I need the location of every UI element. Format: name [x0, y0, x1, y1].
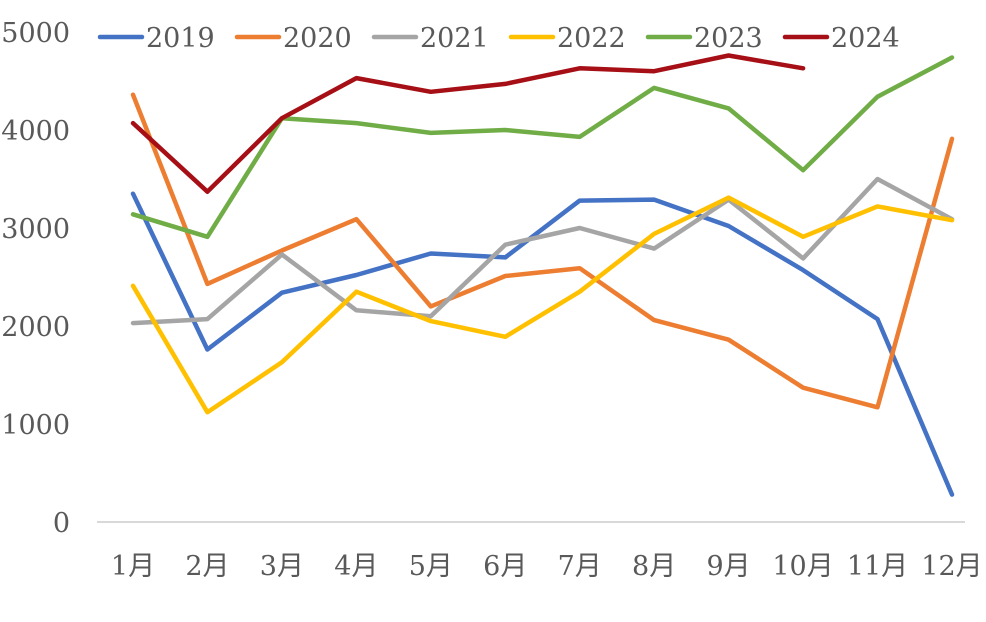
series-line-2022 — [130, 195, 955, 415]
y-tick-label: 4000 — [1, 116, 70, 147]
series-lines — [130, 53, 955, 497]
x-tick-label: 12月 — [921, 551, 982, 582]
legend-label-2022: 2022 — [557, 23, 626, 54]
legend-label-2020: 2020 — [283, 23, 352, 54]
y-tick-label: 3000 — [1, 214, 70, 245]
x-tick-label: 11月 — [847, 551, 908, 582]
series-line-2019 — [130, 191, 955, 497]
y-axis-tick-labels: 0 1000 2000 3000 4000 5000 — [1, 18, 70, 539]
legend-label-2021: 2021 — [420, 23, 489, 54]
x-tick-label: 7月 — [558, 551, 602, 582]
x-axis-tick-labels: 1月 2月 3月 4月 5月 6月 7月 8月 9月 10月 11月 12月 — [111, 551, 983, 582]
y-tick-label: 0 — [53, 508, 70, 539]
legend-label-2019: 2019 — [146, 23, 215, 54]
y-tick-label: 5000 — [1, 18, 70, 49]
series-line-2021 — [130, 176, 955, 326]
x-tick-label: 1月 — [111, 551, 155, 582]
x-tick-label: 9月 — [707, 551, 751, 582]
y-tick-label: 2000 — [1, 312, 70, 343]
x-tick-label: 2月 — [185, 551, 229, 582]
series-line-2023 — [130, 55, 955, 240]
y-tick-label: 1000 — [1, 410, 70, 441]
x-tick-label: 8月 — [632, 551, 676, 582]
x-tick-label: 3月 — [260, 551, 304, 582]
legend-label-2023: 2023 — [694, 23, 763, 54]
series-line-2020 — [130, 92, 955, 410]
x-tick-label: 5月 — [409, 551, 453, 582]
x-tick-label: 4月 — [334, 551, 378, 582]
x-tick-label: 6月 — [483, 551, 527, 582]
x-tick-label: 10月 — [772, 551, 833, 582]
legend-label-2024: 2024 — [831, 23, 900, 54]
legend: 2019 2020 2021 2022 2023 2024 — [97, 23, 900, 54]
series-line-2024 — [130, 53, 806, 194]
